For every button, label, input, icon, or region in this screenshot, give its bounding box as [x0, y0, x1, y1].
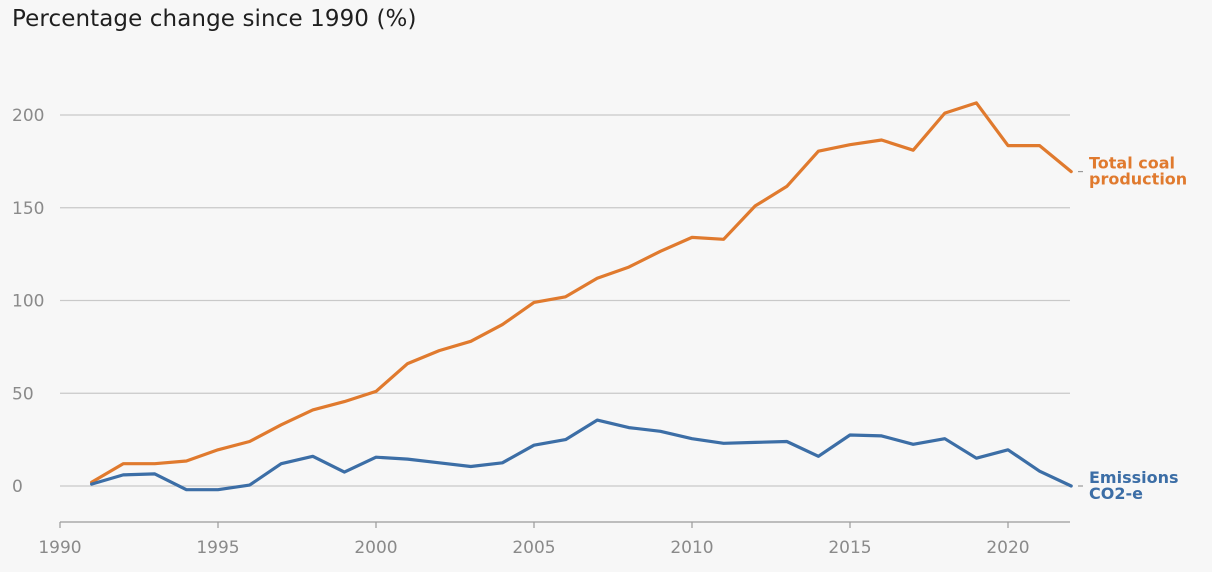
y-tick-label-200: 200 — [12, 106, 44, 126]
series-label-total-coal-production: Total coal production — [1089, 154, 1187, 189]
x-tick-label-2010: 2010 — [670, 538, 713, 558]
x-tick-label-1995: 1995 — [196, 538, 239, 558]
x-tick-label-2020: 2020 — [986, 538, 1029, 558]
x-tick-label-2015: 2015 — [828, 538, 871, 558]
y-tick-label-150: 150 — [12, 199, 44, 219]
y-tick-label-50: 50 — [12, 384, 34, 404]
y-tick-label-100: 100 — [12, 292, 44, 312]
y-tick-label-0: 0 — [12, 477, 23, 497]
series-line-total-coal-production — [89, 101, 1073, 484]
x-tick-label-2000: 2000 — [354, 538, 397, 558]
series-line-emissions-co2-e — [89, 418, 1073, 492]
x-tick-label-2005: 2005 — [512, 538, 555, 558]
x-tick-label-1990: 1990 — [38, 538, 81, 558]
series-label-emissions-co2-e: Emissions CO2-e — [1089, 468, 1179, 503]
chart-title: Percentage change since 1990 (%) — [12, 6, 417, 32]
